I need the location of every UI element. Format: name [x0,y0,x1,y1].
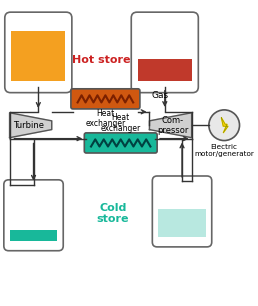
Bar [86,135,155,142]
FancyBboxPatch shape [4,180,63,251]
FancyBboxPatch shape [71,89,140,109]
Text: Hot store: Hot store [72,55,131,65]
Polygon shape [10,113,52,138]
Text: Heat
exchanger: Heat exchanger [85,109,125,128]
Text: Electric
motor/generator: Electric motor/generator [194,144,254,157]
Text: Com-
pressor: Com- pressor [157,116,188,135]
Bar [158,209,206,237]
Bar [10,230,58,241]
FancyBboxPatch shape [84,133,157,153]
Text: Turbine: Turbine [13,121,44,130]
Bar [138,59,192,81]
Polygon shape [221,118,228,133]
FancyBboxPatch shape [5,12,72,93]
Text: Gas: Gas [151,91,168,100]
Polygon shape [149,113,192,138]
FancyBboxPatch shape [152,176,212,247]
Text: Cold
store: Cold store [97,203,129,224]
Bar [12,31,65,81]
FancyBboxPatch shape [131,12,198,93]
Text: Heat
exchanger: Heat exchanger [101,114,141,133]
Circle shape [209,110,239,140]
